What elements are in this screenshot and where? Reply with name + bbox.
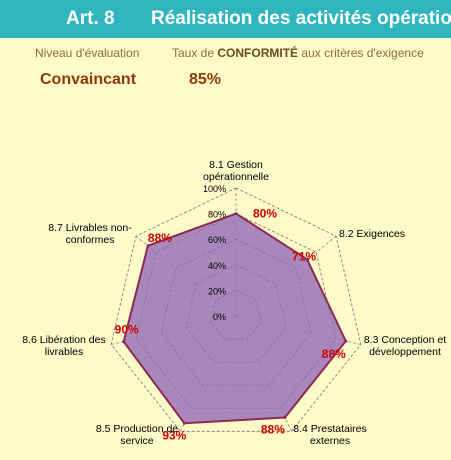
tick-label: 100% bbox=[203, 184, 226, 194]
category-label: 8.4 Prestataires externes bbox=[293, 423, 367, 447]
category-label: 8.1 Gestion opérationnelle bbox=[203, 159, 269, 183]
data-point bbox=[283, 415, 287, 419]
grid-ring-overlay bbox=[210, 290, 262, 340]
taux-label-suffix: aux critères d'exigence bbox=[301, 46, 424, 60]
value-label: 90% bbox=[115, 323, 139, 337]
value-label: 80% bbox=[253, 207, 277, 221]
category-label: 8.2 Exigences bbox=[339, 228, 405, 240]
taux-label-bold: CONFORMITÉ bbox=[217, 46, 299, 60]
tick-label: 60% bbox=[208, 235, 226, 245]
niveau-value: Convaincant bbox=[40, 71, 137, 88]
tick-label: 80% bbox=[208, 210, 226, 220]
value-label: 93% bbox=[162, 428, 186, 442]
grid-ring-overlay bbox=[160, 238, 312, 386]
data-point bbox=[305, 257, 309, 261]
data-area bbox=[122, 212, 347, 425]
category-label: 8.5 Production de service bbox=[96, 423, 178, 447]
tick-label: 40% bbox=[208, 261, 226, 271]
data-point bbox=[182, 421, 186, 425]
taux-label-prefix: Taux de bbox=[172, 46, 215, 60]
category-label: 8.7 Livrables non-conformes bbox=[48, 222, 132, 246]
page-header: Art. 8 Réalisation des activités opérati… bbox=[0, 0, 451, 38]
value-label: 88% bbox=[261, 422, 285, 436]
data-point bbox=[122, 340, 126, 344]
grid-ring-overlay bbox=[135, 213, 337, 409]
value-label: 88% bbox=[322, 347, 346, 361]
data-point bbox=[146, 244, 150, 248]
taux-value: 85% bbox=[189, 71, 222, 88]
niveau-label: Niveau d'évaluation bbox=[35, 46, 140, 60]
page-title: Réalisation des activités opératio bbox=[151, 8, 451, 29]
value-label: 88% bbox=[148, 231, 172, 245]
category-label: 8.3 Conception et développement bbox=[364, 334, 446, 358]
article-number: Art. 8 bbox=[66, 8, 115, 29]
tick-label: 0% bbox=[213, 312, 226, 322]
grid-ring-overlay bbox=[110, 187, 362, 432]
data-point bbox=[234, 212, 238, 216]
grid-ring-overlay bbox=[185, 264, 287, 363]
taux-label: Taux de CONFORMITÉ aux critères d'exigen… bbox=[172, 46, 424, 60]
value-label: 71% bbox=[292, 249, 316, 263]
tick-label: 20% bbox=[208, 286, 226, 296]
category-label: 8.6 Libération des livrables bbox=[22, 334, 105, 358]
data-point bbox=[344, 339, 348, 343]
